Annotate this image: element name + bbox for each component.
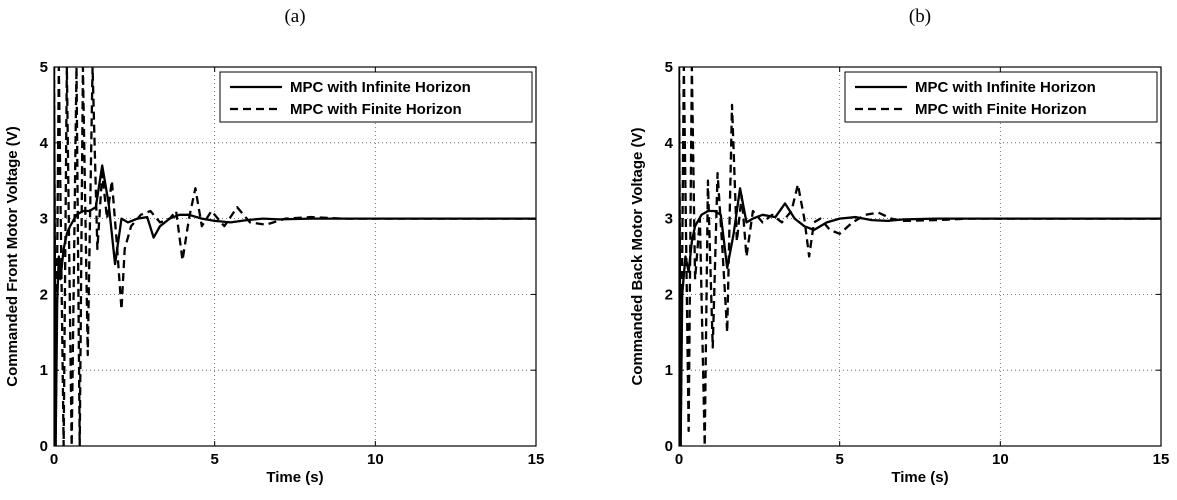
series-line-finite-horizon bbox=[54, 67, 536, 446]
y-tick-label: 0 bbox=[40, 438, 48, 455]
x-axis-title: Time (s) bbox=[266, 469, 323, 486]
legend-box bbox=[219, 71, 533, 123]
x-axis-title: Time (s) bbox=[891, 469, 948, 486]
y-tick-label: 1 bbox=[40, 362, 48, 379]
series-line-infinite-horizon bbox=[679, 67, 1161, 446]
x-tick-label: 5 bbox=[210, 451, 218, 468]
y-axis-title: Commanded Front Motor Voltage (V) bbox=[4, 126, 21, 387]
plot-area bbox=[54, 67, 536, 446]
legend-label: MPC with Finite Horizon bbox=[290, 101, 462, 118]
axes-frame bbox=[678, 66, 1162, 447]
x-tick-label: 15 bbox=[528, 451, 545, 468]
x-tick-label: 10 bbox=[992, 451, 1009, 468]
legend: MPC with Infinite Horizon MPC with Finite… bbox=[219, 71, 533, 123]
panel-label: (b) bbox=[909, 6, 931, 27]
legend: MPC with Infinite Horizon MPC with Finite… bbox=[844, 71, 1158, 123]
legend-box bbox=[844, 71, 1158, 123]
x-tick-label: 15 bbox=[1153, 451, 1170, 468]
x-tick-label: 0 bbox=[50, 451, 58, 468]
plot-area bbox=[679, 67, 1161, 446]
y-tick-label: 5 bbox=[665, 59, 673, 76]
y-tick-label: 2 bbox=[665, 286, 673, 303]
y-axis-title: Commanded Back Motor Voltage (V) bbox=[629, 127, 646, 385]
y-tick-label: 4 bbox=[665, 135, 674, 152]
axes-frame bbox=[53, 66, 537, 447]
y-tick-label: 5 bbox=[40, 59, 48, 76]
y-tick-label: 3 bbox=[665, 211, 673, 228]
y-tick-label: 1 bbox=[665, 362, 673, 379]
x-tick-label: 0 bbox=[675, 451, 683, 468]
legend-label: MPC with Finite Horizon bbox=[915, 101, 1087, 118]
y-tick-label: 4 bbox=[40, 135, 49, 152]
x-tick-label: 10 bbox=[367, 451, 384, 468]
panel-b: (b) 0 5 10 15 0 1 2 3 4 5 Time (s) Commanded Back Mo… bbox=[629, 6, 1169, 486]
legend-label: MPC with Infinite Horizon bbox=[290, 79, 471, 96]
panel-label: (a) bbox=[284, 6, 305, 27]
series-line-finite-horizon bbox=[679, 67, 1161, 446]
panel-a: (a) 0 5 10 15 0 1 2 3 4 5 Time (s) Commanded Front M… bbox=[4, 6, 544, 486]
legend-label: MPC with Infinite Horizon bbox=[915, 79, 1096, 96]
y-tick-label: 2 bbox=[40, 286, 48, 303]
y-tick-label: 0 bbox=[665, 438, 673, 455]
x-tick-label: 5 bbox=[835, 451, 843, 468]
y-tick-label: 3 bbox=[40, 211, 48, 228]
